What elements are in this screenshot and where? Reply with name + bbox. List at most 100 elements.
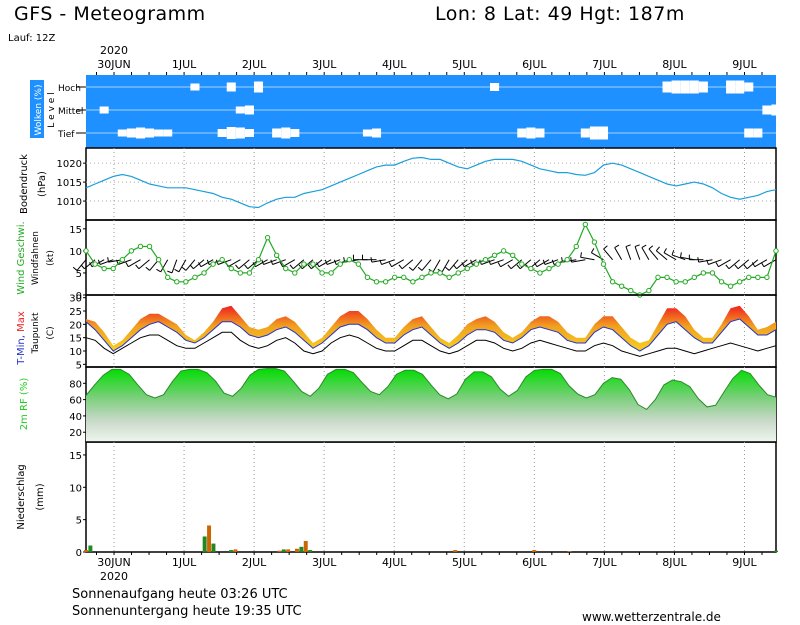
wind-speed-point [246, 270, 253, 276]
wind-barb [238, 259, 250, 270]
wind-barb [728, 259, 741, 270]
wind-barb-feather [715, 262, 719, 267]
wind-speed-point [437, 270, 443, 276]
cloud-level-label: Mittel [58, 107, 83, 117]
wind-barb-feather [156, 268, 161, 273]
precipitation-bar [281, 549, 286, 552]
precipitation-bar [294, 548, 299, 552]
wind-barb-feather [580, 252, 582, 258]
precipitation-bar [774, 550, 778, 552]
wind-speed-point [455, 270, 461, 276]
wind-barb-feather [452, 264, 457, 270]
wind-barb-feather [725, 264, 730, 270]
wind-speed-point [764, 274, 770, 281]
wind-speed-point [446, 274, 452, 281]
pressure-tick-label: 1010 [57, 197, 82, 208]
wind-speed-point [183, 279, 189, 285]
wind-barb [648, 248, 659, 261]
date-label-top: 9JUL [732, 58, 757, 71]
wind-speed-point [700, 270, 707, 276]
date-label-bottom: 8JUL [662, 556, 687, 569]
wind-barb [544, 259, 559, 265]
wind-barb [580, 256, 595, 261]
wind-barb-feather [614, 244, 620, 249]
wind-unit: (kt) [46, 250, 56, 266]
wind-barb-feather [97, 259, 101, 265]
wind-speed-point [328, 270, 334, 276]
wind-barb [118, 259, 132, 265]
wind-barb-feather [370, 257, 373, 263]
wind-speed-point [119, 257, 126, 263]
humidity-area [86, 368, 776, 442]
wind-barb [441, 259, 450, 273]
wind-speed-point [337, 261, 343, 267]
precipitation-bar [299, 546, 304, 552]
wind-speed-point [373, 279, 380, 285]
wind-speed-point [609, 279, 616, 285]
wind-barb-feather [551, 259, 555, 265]
temperature-unit: (C) [46, 326, 56, 339]
wind-speed-point [273, 252, 280, 258]
wind-barb-feather [625, 244, 631, 248]
wind-speed-point [165, 274, 171, 281]
wind-barb-feather [289, 264, 294, 270]
wind-ylabel2: Windfahnen [31, 231, 41, 285]
wind-barb-feather [72, 266, 78, 271]
wind-barb-feather [461, 262, 465, 267]
temperature-ylabel-min: T-Min, [16, 335, 27, 366]
wind-barb [536, 259, 550, 268]
wind-barb [510, 259, 523, 270]
wind-barb [763, 259, 777, 268]
wind-barb-feather [488, 259, 491, 265]
date-label-top: 5JUL [452, 58, 477, 71]
wind-barb [625, 246, 632, 260]
temperature-tick-label: 15 [69, 334, 82, 345]
wind-speed-point [410, 279, 416, 285]
wind-barb [128, 259, 141, 268]
wind-barb [401, 259, 414, 270]
wind-speed-point [628, 287, 634, 294]
wind-barb-feather [445, 266, 450, 271]
wind-barb-feather [174, 268, 180, 273]
wind-barb-feather [89, 262, 93, 267]
wind-speed-point [364, 274, 371, 281]
wind-speed-point [555, 261, 561, 267]
cloud-level-label: Hoch [58, 84, 81, 94]
wind-barb [603, 248, 613, 261]
wind-barb-feather [261, 259, 264, 265]
wind-barb-feather [533, 262, 538, 267]
wind-speed-point [664, 274, 670, 281]
wind-barb [192, 259, 205, 270]
date-label-bottom: 7JUL [592, 556, 617, 569]
wind-barb-feather [307, 264, 312, 270]
wind-barb-feather [570, 257, 573, 263]
wind-barb-feather [181, 266, 187, 271]
wind-barb [160, 259, 169, 273]
year-label-bottom: 2020 [100, 570, 128, 583]
wind-barb-feather [671, 250, 675, 256]
wind-speed-point [382, 279, 389, 285]
temperature-tick-label: 20 [69, 320, 82, 331]
precipitation-tick-label: 15 [69, 451, 82, 462]
wind-barb [671, 254, 686, 261]
wind-barb-feather [333, 259, 337, 265]
precipitation-frame [85, 441, 777, 553]
precipitation-bar [211, 543, 216, 552]
wind-barb [754, 259, 768, 268]
humidity-line [85, 368, 777, 411]
wind-speed-point [736, 279, 743, 285]
wind-barb [571, 259, 586, 263]
wind-barb-feather [252, 262, 256, 267]
model-run-label: Lauf: 12Z [8, 33, 56, 44]
wind-barb [456, 259, 468, 270]
wind-barb-feather [751, 262, 756, 267]
cloud-level-title: L e v e l [47, 92, 57, 127]
precipitation-tick-label: 0 [76, 548, 82, 559]
wind-speed-point [355, 261, 362, 267]
wind-barb [255, 259, 268, 268]
website-link[interactable]: www.wetterzentrale.de [582, 610, 721, 624]
wind-barb-feather [388, 262, 393, 267]
wind-barb-feather [408, 266, 414, 271]
wind-speed-point [174, 279, 180, 285]
wind-speed-point [482, 257, 489, 263]
